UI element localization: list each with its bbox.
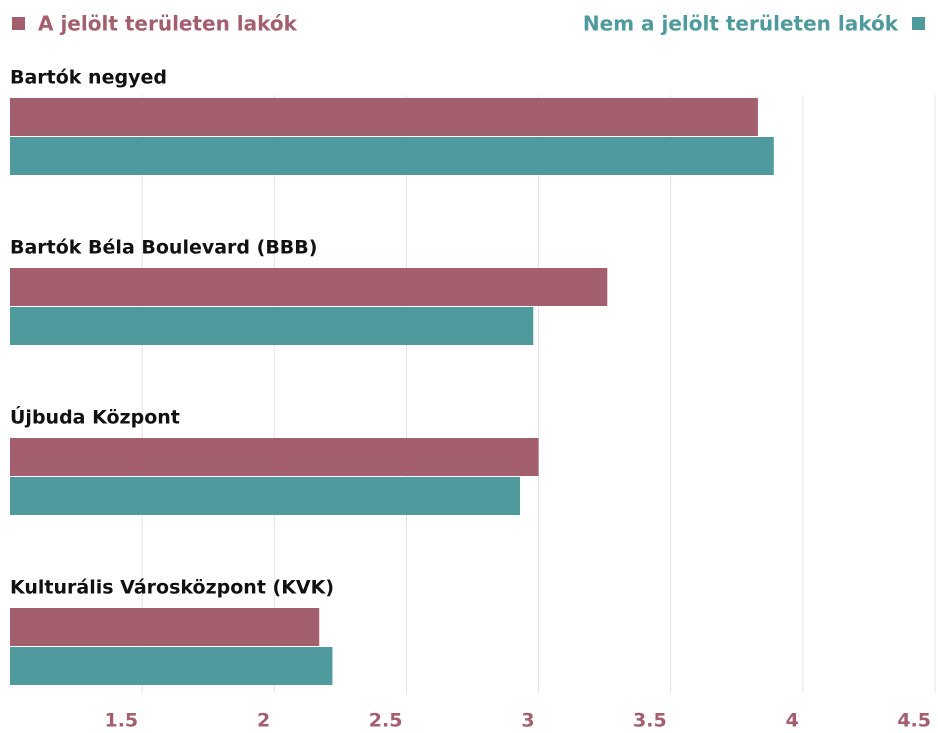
x-tick-label: 4: [786, 710, 799, 732]
x-tick-label: 3.5: [633, 710, 667, 732]
category-label: Újbuda Központ: [10, 405, 180, 429]
bar: [10, 477, 521, 515]
x-tick-label: 3: [521, 710, 534, 732]
bar: [10, 137, 774, 175]
legend-swatch: [912, 17, 925, 30]
x-tick-label: 4.5: [897, 710, 931, 732]
bar: [10, 608, 320, 646]
legend-swatch: [12, 17, 25, 30]
category-label: Bartók Béla Boulevard (BBB): [10, 237, 317, 259]
legend-label: A jelölt területen lakók: [38, 12, 298, 36]
bar: [10, 98, 758, 136]
x-tick-label: 1.5: [104, 710, 138, 732]
bar: [10, 268, 608, 306]
category-label: Kulturális Városközpont (KVK): [10, 577, 334, 599]
bar: [10, 438, 539, 476]
bar: [10, 647, 333, 685]
x-tick-label: 2.5: [369, 710, 403, 732]
legend-label: Nem a jelölt területen lakók: [583, 12, 899, 36]
bar: [10, 307, 534, 345]
x-tick-label: 2: [257, 710, 270, 732]
category-label: Bartók negyed: [10, 67, 167, 89]
